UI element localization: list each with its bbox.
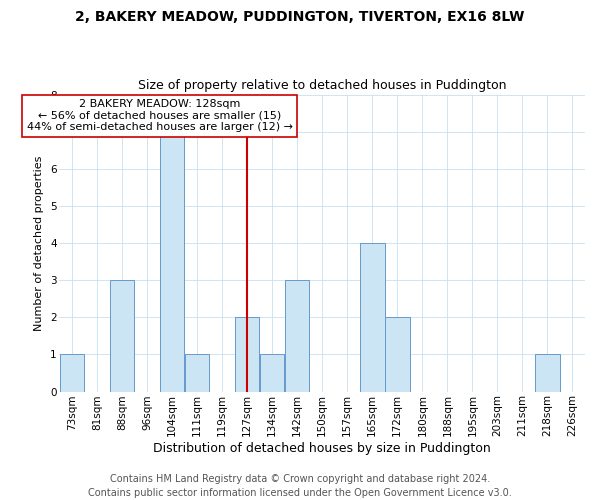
Text: 2, BAKERY MEADOW, PUDDINGTON, TIVERTON, EX16 8LW: 2, BAKERY MEADOW, PUDDINGTON, TIVERTON, … <box>76 10 524 24</box>
Title: Size of property relative to detached houses in Puddington: Size of property relative to detached ho… <box>138 79 506 92</box>
Bar <box>385 318 410 392</box>
Text: Contains HM Land Registry data © Crown copyright and database right 2024.
Contai: Contains HM Land Registry data © Crown c… <box>88 474 512 498</box>
Bar <box>160 132 184 392</box>
Bar <box>260 354 284 392</box>
Text: 2 BAKERY MEADOW: 128sqm
← 56% of detached houses are smaller (15)
44% of semi-de: 2 BAKERY MEADOW: 128sqm ← 56% of detache… <box>26 99 293 132</box>
Bar <box>360 243 385 392</box>
X-axis label: Distribution of detached houses by size in Puddington: Distribution of detached houses by size … <box>154 442 491 455</box>
Bar <box>110 280 134 392</box>
Bar <box>285 280 310 392</box>
Bar <box>185 354 209 392</box>
Bar <box>535 354 560 392</box>
Y-axis label: Number of detached properties: Number of detached properties <box>34 156 44 330</box>
Bar <box>59 354 84 392</box>
Bar <box>235 318 259 392</box>
